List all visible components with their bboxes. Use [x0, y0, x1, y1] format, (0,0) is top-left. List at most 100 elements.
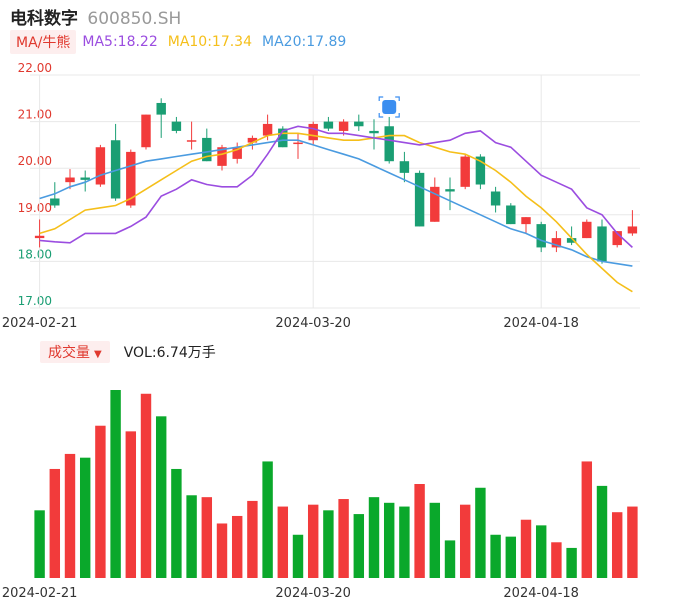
volume-bar[interactable] [216, 523, 228, 578]
candle[interactable] [430, 177, 440, 222]
volume-bar[interactable] [110, 390, 121, 578]
volume-bar[interactable] [201, 497, 213, 578]
ma5-label: MA5:18.22 [82, 34, 158, 50]
ma10-label: MA10:17.34 [167, 34, 253, 50]
volume-bar[interactable] [551, 542, 562, 578]
volume-bar[interactable] [125, 431, 137, 578]
volume-bar[interactable] [399, 506, 410, 578]
candle[interactable] [323, 116, 334, 131]
price-date-label: 2024-04-18 [503, 316, 579, 331]
volume-bar[interactable] [49, 468, 61, 578]
candle[interactable] [445, 177, 455, 211]
volume-bar[interactable] [596, 485, 608, 578]
ma20-label: MA20:17.89 [262, 34, 347, 50]
candle[interactable] [521, 217, 531, 234]
volume-bar[interactable] [535, 525, 547, 578]
volume-bar[interactable] [566, 547, 577, 578]
price-tick-label: 18.00 [18, 247, 52, 261]
candle[interactable] [490, 186, 501, 213]
candle[interactable] [536, 221, 546, 253]
chevron-down-icon: ▼ [94, 349, 102, 360]
candle[interactable] [293, 133, 303, 159]
stock-code: 600850.SH [87, 9, 182, 29]
candle[interactable] [141, 114, 151, 150]
candle[interactable] [65, 169, 75, 190]
volume-date-label: 2024-03-20 [275, 586, 351, 601]
volume-bar[interactable] [262, 461, 273, 578]
candle[interactable] [278, 126, 288, 148]
volume-bar[interactable] [611, 512, 623, 578]
candle[interactable] [95, 144, 106, 187]
volume-bar[interactable] [247, 500, 258, 578]
volume-date-label: 2024-02-21 [2, 586, 78, 601]
volume-bar[interactable] [34, 510, 45, 578]
volume-bar[interactable] [307, 504, 319, 578]
volume-bar[interactable] [140, 393, 152, 578]
volume-value: VOL:6.74万手 [123, 345, 216, 361]
candle[interactable] [399, 151, 410, 183]
candle[interactable] [506, 203, 516, 225]
volume-bar[interactable] [231, 515, 243, 578]
volume-bar[interactable] [368, 497, 380, 578]
volume-legend: 成交量 ▼ VOL:6.74万手 [40, 341, 216, 363]
candle[interactable] [460, 154, 470, 190]
ma10-line [39, 132, 633, 293]
candle[interactable] [156, 98, 166, 138]
candle[interactable] [232, 142, 242, 164]
stock-title: 电科数字 600850.SH [10, 4, 181, 29]
volume-bar[interactable] [429, 502, 441, 578]
volume-bar[interactable] [444, 540, 456, 578]
volume-bar[interactable] [520, 519, 532, 578]
candle[interactable] [475, 154, 486, 190]
price-tick-label: 22.00 [18, 61, 52, 75]
candle[interactable] [582, 219, 592, 239]
candle[interactable] [80, 170, 90, 192]
volume-bar[interactable] [505, 536, 517, 578]
volume-bar[interactable] [490, 534, 501, 578]
volume-bar[interactable] [186, 495, 197, 578]
candle[interactable] [354, 114, 364, 131]
candle[interactable] [627, 210, 638, 236]
candle[interactable] [551, 231, 562, 253]
candle[interactable] [566, 226, 577, 246]
price-tick-label: 21.00 [18, 108, 52, 122]
candle[interactable] [369, 119, 379, 150]
candle[interactable] [597, 219, 607, 264]
candle[interactable] [50, 182, 60, 208]
volume-bar[interactable] [64, 453, 76, 578]
volume-bar[interactable] [475, 487, 486, 578]
event-marker-icon[interactable] [378, 96, 400, 118]
volume-bar[interactable] [581, 461, 593, 578]
stock-name: 电科数字 [10, 9, 78, 29]
volume-bar[interactable] [383, 502, 395, 578]
volume-bar[interactable] [277, 506, 289, 578]
volume-bar[interactable] [171, 468, 182, 578]
volume-bar[interactable] [79, 457, 91, 578]
candle[interactable] [171, 116, 182, 134]
volume-bar[interactable] [292, 534, 304, 578]
price-date-label: 2024-02-21 [2, 316, 78, 331]
price-date-label: 2024-03-20 [275, 316, 351, 331]
volume-bar[interactable] [155, 416, 167, 578]
price-chart[interactable]: 22.00 21.00 20.00 19.00 18.00 17.00 2024-02-21… [0, 0, 686, 340]
ma-toggle-button[interactable]: MA/牛熊 [10, 30, 77, 54]
volume-bar[interactable] [627, 506, 638, 578]
candle[interactable] [110, 123, 121, 201]
volume-bar[interactable] [323, 510, 334, 578]
ma-legend: MA/牛熊 MA5:18.22 MA10:17.34 MA20:17.89 [10, 30, 356, 54]
candle[interactable] [34, 219, 45, 248]
ma20-line [39, 139, 633, 267]
price-tick-label: 19.00 [18, 201, 52, 215]
volume-bar[interactable] [459, 504, 471, 578]
candle[interactable] [414, 170, 425, 227]
candle[interactable] [186, 121, 197, 150]
candle[interactable] [308, 121, 318, 145]
price-tick-label: 17.00 [18, 294, 52, 308]
volume-bar[interactable] [353, 514, 365, 578]
volume-indicator-button[interactable]: 成交量 ▼ [40, 341, 110, 363]
volume-bar[interactable] [338, 499, 349, 578]
volume-bar[interactable] [414, 484, 425, 578]
volume-indicator-label: 成交量 [48, 345, 90, 361]
volume-date-label: 2024-04-18 [503, 586, 579, 601]
volume-bar[interactable] [95, 425, 106, 578]
